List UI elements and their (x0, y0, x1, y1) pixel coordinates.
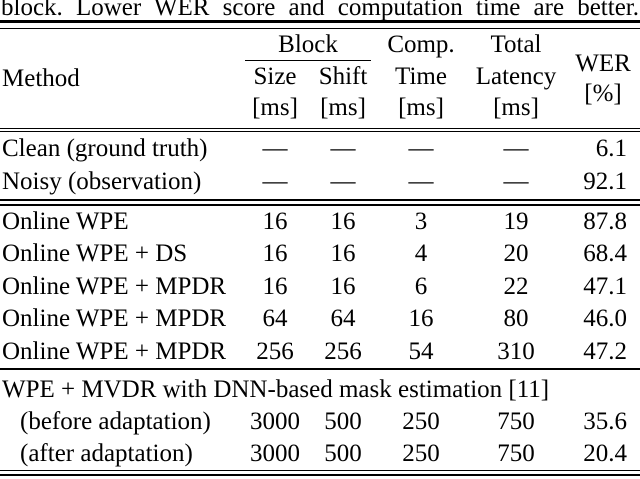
header-rule-2 (0, 131, 640, 133)
header-comp-line1: Comp. (387, 30, 455, 58)
comp-cell: 6 (414, 272, 428, 300)
method-cell: Online WPE + DS (2, 240, 188, 268)
size-cell: 16 (262, 207, 288, 235)
shift-cell: 64 (330, 305, 356, 333)
comp-cell: 3 (414, 207, 428, 235)
method-cell: Online WPE + MPDR (2, 337, 227, 365)
table-row: (before adaptation) 3000 500 250 750 35.… (0, 406, 640, 438)
latency-cell: 750 (497, 407, 535, 435)
shift-cell: 500 (324, 439, 362, 467)
table-header: Method Block Size Shift [ms] [ms] Comp. … (0, 30, 640, 128)
section-rule-1a (0, 198, 640, 201)
header-total-unit: [ms] (493, 94, 539, 122)
table-row: WPE + MVDR with DNN-based mask estimatio… (0, 374, 640, 406)
header-comp-line2: Time (395, 63, 447, 91)
wer-cell: 92.1 (583, 168, 627, 196)
size-cell: 3000 (250, 407, 300, 435)
size-cell: 16 (262, 240, 288, 268)
method-cell: (before adaptation) (20, 407, 211, 435)
table-row: Clean (ground truth) — — — — 6.1 (0, 132, 640, 165)
table-row: Online WPE + MPDR 64 64 16 80 46.0 (0, 303, 640, 336)
subsection-title: WPE + MVDR with DNN-based mask estimatio… (2, 375, 550, 403)
header-shift-unit: [ms] (320, 94, 366, 122)
baseline-section: Clean (ground truth) — — — — 6.1 Noisy (… (0, 132, 640, 199)
comp-cell: 250 (402, 407, 440, 435)
size-cell: 64 (262, 305, 288, 333)
wer-cell: 47.1 (583, 272, 627, 300)
wer-cell: 20.4 (583, 439, 627, 467)
wer-cell: 35.6 (583, 407, 627, 435)
shift-cell: 500 (324, 407, 362, 435)
method-cell: Noisy (observation) (2, 168, 202, 196)
header-wer-line1: WER (575, 49, 631, 77)
header-shift: Shift (318, 63, 368, 91)
header-comp-group: Comp. Time [ms] (376, 30, 466, 128)
comp-cell: 250 (402, 439, 440, 467)
latency-cell: 750 (497, 439, 535, 467)
offline-section: WPE + MVDR with DNN-based mask estimatio… (0, 370, 640, 470)
wer-cell: 6.1 (595, 135, 627, 162)
bottom-rule-thin (0, 469, 640, 472)
latency-cell: 80 (503, 305, 529, 333)
shift-cell: 256 (324, 337, 362, 365)
top-rule-thin (0, 28, 640, 30)
header-comp-unit: [ms] (398, 94, 444, 122)
shift-cell: — (330, 168, 356, 196)
shift-cell: — (330, 135, 356, 162)
header-method: Method (2, 64, 80, 92)
header-total-line1: Total (490, 30, 542, 58)
size-cell: 3000 (250, 439, 300, 467)
method-cell: Online WPE + MPDR (2, 305, 227, 333)
table-caption: block. Lower WER score and computation t… (1, 0, 639, 21)
latency-cell: 19 (503, 207, 529, 235)
header-size: Size (253, 63, 297, 91)
section-rule-2 (0, 368, 640, 370)
size-cell: — (262, 168, 288, 196)
online-section: Online WPE 16 16 3 19 87.8 Online WPE + … (0, 206, 640, 369)
header-rule-1 (0, 127, 640, 130)
header-size-unit: [ms] (252, 94, 298, 122)
table-row: (after adaptation) 3000 500 250 750 20.4 (0, 438, 640, 470)
header-wer-group: WER [%] (566, 30, 640, 128)
table-row: Online WPE + MPDR 16 16 6 22 47.1 (0, 271, 640, 304)
comp-cell: 4 (414, 240, 428, 268)
top-rule-thick (0, 20, 640, 23)
section-rule-1b (0, 203, 640, 206)
header-total-line2: Latency (475, 63, 557, 91)
comp-cell: — (408, 135, 434, 162)
latency-cell: 22 (503, 272, 529, 300)
method-cell: Online WPE (2, 207, 129, 235)
bottom-rule-thick (0, 473, 640, 477)
latency-cell: — (503, 168, 529, 196)
table-row: Online WPE 16 16 3 19 87.8 (0, 206, 640, 239)
wer-cell: 87.8 (583, 207, 627, 235)
comp-cell: 16 (408, 305, 434, 333)
shift-cell: 16 (330, 240, 356, 268)
wer-cell: 68.4 (583, 240, 627, 268)
table-row: Noisy (observation) — — — — 92.1 (0, 166, 640, 199)
shift-cell: 16 (330, 207, 356, 235)
latency-cell: 310 (497, 337, 535, 365)
shift-cell: 16 (330, 272, 356, 300)
table-row: Online WPE + MPDR 256 256 54 310 47.2 (0, 336, 640, 369)
header-block-label: Block (278, 30, 338, 58)
table-row: Online WPE + DS 16 16 4 20 68.4 (0, 238, 640, 271)
wer-cell: 46.0 (583, 305, 627, 333)
size-cell: 256 (256, 337, 294, 365)
header-wer-line2: [%] (584, 79, 622, 107)
latency-cell: — (503, 135, 529, 162)
size-cell: — (262, 135, 288, 162)
method-cell: Clean (ground truth) (2, 135, 208, 162)
header-block-group: Block Size Shift [ms] [ms] (240, 30, 376, 128)
method-cell: Online WPE + MPDR (2, 272, 227, 300)
size-cell: 16 (262, 272, 288, 300)
wer-cell: 47.2 (583, 337, 627, 365)
header-total-group: Total Latency [ms] (466, 30, 566, 128)
comp-cell: — (408, 168, 434, 196)
comp-cell: 54 (408, 337, 434, 365)
latency-cell: 20 (503, 240, 529, 268)
block-cmidrule (245, 59, 371, 62)
method-cell: (after adaptation) (20, 439, 193, 467)
